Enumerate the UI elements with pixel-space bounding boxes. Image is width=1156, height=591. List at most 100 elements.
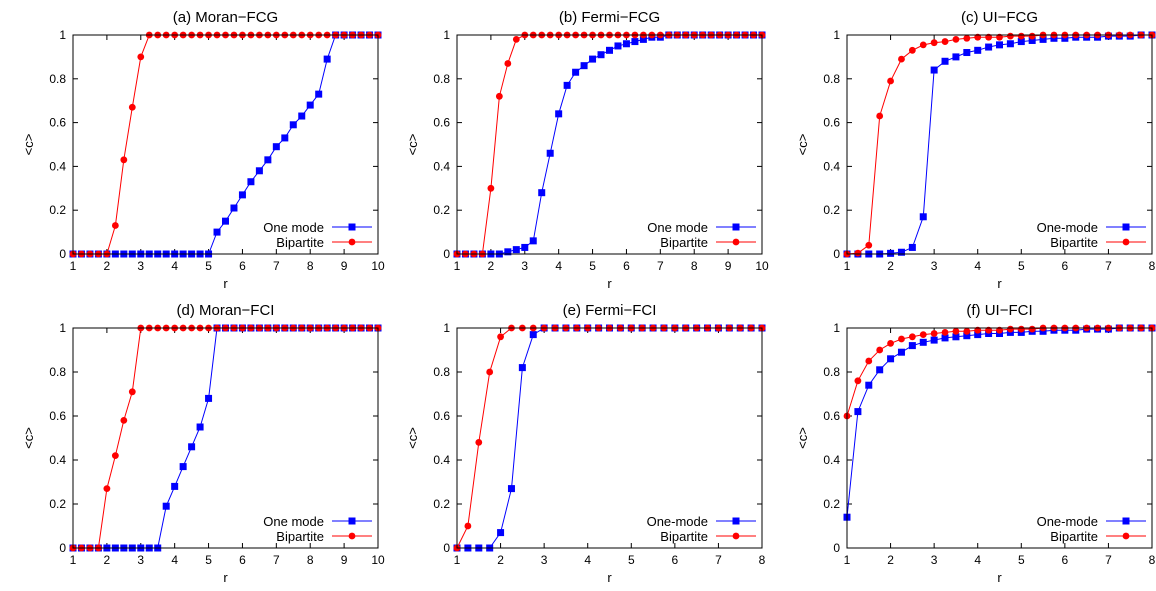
plot-frame: [456, 327, 763, 549]
data-point-circle: [887, 340, 894, 347]
x-axis-label: r: [607, 570, 612, 585]
legend-marker-square: [348, 223, 356, 231]
data-point-square: [281, 134, 289, 142]
data-point-square: [529, 237, 537, 245]
data-point-square: [1006, 40, 1014, 48]
data-point-square: [507, 485, 515, 493]
legend-label: One-mode: [1037, 514, 1098, 529]
data-point-circle: [111, 452, 119, 459]
legend-label: One-mode: [1037, 220, 1098, 235]
data-point-square: [213, 228, 221, 236]
data-point-square: [941, 334, 949, 342]
legend-marker-square: [1122, 517, 1130, 525]
x-tick-label: 1: [454, 553, 461, 567]
data-point-square: [597, 51, 605, 59]
data-point-circle: [512, 35, 520, 43]
y-tick-label: 0.2: [49, 203, 66, 217]
y-tick-label: 0.4: [433, 453, 450, 467]
y-axis-label: <c>: [795, 427, 810, 449]
data-point-circle: [1017, 325, 1025, 333]
x-tick-label: 1: [844, 553, 851, 567]
data-point-square: [589, 55, 597, 63]
data-point-circle: [908, 333, 916, 341]
data-point-square: [580, 62, 588, 70]
legend-marker-square: [732, 223, 740, 231]
data-point-circle: [103, 485, 111, 492]
data-point-square: [930, 336, 938, 344]
y-tick-label: 0.6: [823, 116, 840, 130]
legend-label: One-mode: [647, 514, 708, 529]
x-tick-label: 6: [1062, 553, 1069, 567]
data-point-square: [614, 42, 622, 50]
y-tick-label: 0.2: [433, 497, 450, 511]
data-point-square: [247, 178, 255, 186]
data-point-circle: [919, 41, 927, 49]
data-point-square: [930, 66, 938, 74]
plot-frame: [72, 327, 379, 549]
data-point-square: [631, 38, 639, 46]
data-point-circle: [908, 46, 916, 54]
data-point-square: [298, 112, 306, 120]
y-tick-label: 1: [443, 28, 450, 42]
x-tick-label: 7: [273, 553, 280, 567]
series-line: [846, 34, 1152, 255]
chart-title: (e) Fermi−FCI: [563, 302, 657, 319]
data-point-square: [179, 463, 187, 471]
data-point-square: [572, 68, 580, 76]
y-tick-label: 0: [443, 247, 450, 261]
x-axis-label: r: [223, 276, 228, 291]
y-axis-label: <c>: [795, 134, 810, 156]
data-point-circle: [111, 222, 119, 229]
series-one-mode: [69, 324, 382, 552]
legend-marker-square: [1122, 223, 1130, 231]
x-tick-label: 1: [70, 259, 77, 273]
x-tick-label: 2: [497, 553, 504, 567]
legend-label: Bipartite: [660, 529, 708, 544]
y-tick-label: 0: [59, 247, 66, 261]
plot-frame: [846, 34, 1153, 255]
y-tick-label: 0.4: [823, 453, 840, 467]
x-tick-label: 5: [205, 553, 212, 567]
x-tick-label: 5: [1018, 259, 1025, 273]
x-tick-label: 1: [70, 553, 77, 567]
x-tick-label: 10: [371, 259, 385, 273]
series-line: [457, 34, 762, 255]
data-point-circle: [504, 60, 512, 67]
y-tick-label: 0.8: [433, 72, 450, 86]
data-point-square: [289, 121, 297, 129]
y-tick-label: 0.8: [433, 365, 450, 379]
data-point-square: [865, 381, 873, 389]
y-tick-label: 0.8: [823, 365, 840, 379]
data-point-square: [546, 149, 554, 157]
data-point-circle: [497, 333, 504, 341]
data-point-square: [529, 331, 537, 339]
data-point-square: [255, 167, 263, 175]
chart-panel-5: (e) Fermi−FCI 0 0.2 0.4 0.6 0.8 1 1 2 3 4 5 6 7 8 r <c> O…: [405, 302, 766, 585]
x-tick-label: 6: [672, 553, 679, 567]
data-point-square: [171, 482, 179, 490]
series-line: [73, 327, 378, 549]
data-point-square: [512, 246, 520, 254]
y-axis-label: <c>: [21, 134, 36, 156]
x-tick-label: 7: [657, 259, 664, 273]
x-tick-label: 7: [1105, 259, 1112, 273]
x-tick-label: 5: [589, 259, 596, 273]
x-tick-label: 4: [974, 553, 981, 567]
data-point-square: [497, 529, 505, 537]
data-point-square: [504, 248, 512, 256]
x-tick-label: 7: [715, 553, 722, 567]
y-tick-label: 0.2: [49, 497, 66, 511]
y-tick-label: 0: [833, 541, 840, 555]
legend-label: Bipartite: [660, 235, 708, 250]
data-point-square: [1039, 35, 1047, 43]
series-line: [456, 327, 762, 549]
y-tick-label: 0.6: [823, 409, 840, 423]
legend-label: Bipartite: [276, 529, 324, 544]
data-point-circle: [865, 241, 873, 249]
data-point-circle: [495, 92, 503, 100]
y-tick-label: 1: [443, 321, 450, 335]
data-point-square: [887, 249, 895, 257]
data-point-square: [996, 41, 1003, 49]
